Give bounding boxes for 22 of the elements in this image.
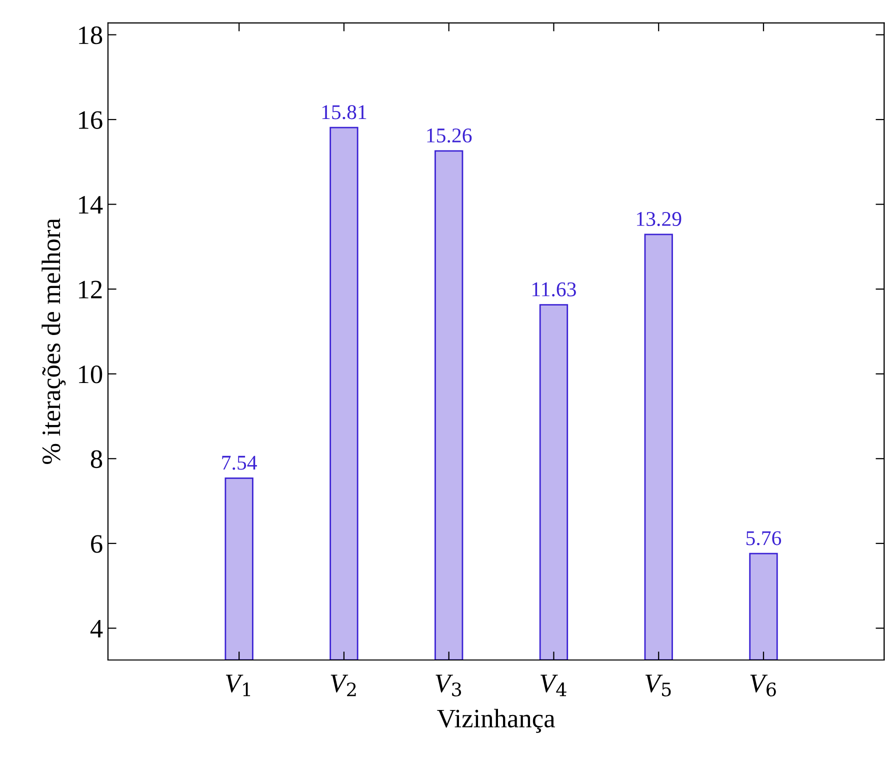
data-label: 15.26 (427, 128, 472, 143)
data-label: 13.29 (637, 212, 682, 226)
data-label: 7.54 (222, 456, 257, 470)
data-label: 15.81 (322, 105, 366, 120)
y-tick-label: 8 (90, 450, 102, 468)
data-label: 5.76 (746, 531, 782, 546)
y-tick-label: 10 (79, 365, 102, 384)
x-tick-label: V$_{5}$ (645, 674, 671, 696)
y-tick-label: 4 (90, 620, 103, 638)
y-tick-label: 14 (79, 196, 103, 214)
y-tick-label: 18 (79, 26, 102, 44)
x-tick-label: V$_{2}$ (330, 674, 356, 696)
x-tick-label: V$_{1}$ (226, 674, 250, 696)
x-axis-title: Vizinhança (437, 708, 555, 733)
y-tick-label: 12 (79, 280, 102, 298)
data-label: 11.63 (532, 282, 576, 296)
x-tick-label: V$_{6}$ (750, 674, 776, 696)
y-tick-label: 16 (79, 111, 102, 129)
x-tick-label: V$_{3}$ (436, 674, 462, 696)
y-tick-label: 6 (91, 535, 102, 553)
x-tick-label: V$_{4}$ (540, 674, 566, 696)
y-axis-title: % iterações de melhora (42, 218, 66, 464)
